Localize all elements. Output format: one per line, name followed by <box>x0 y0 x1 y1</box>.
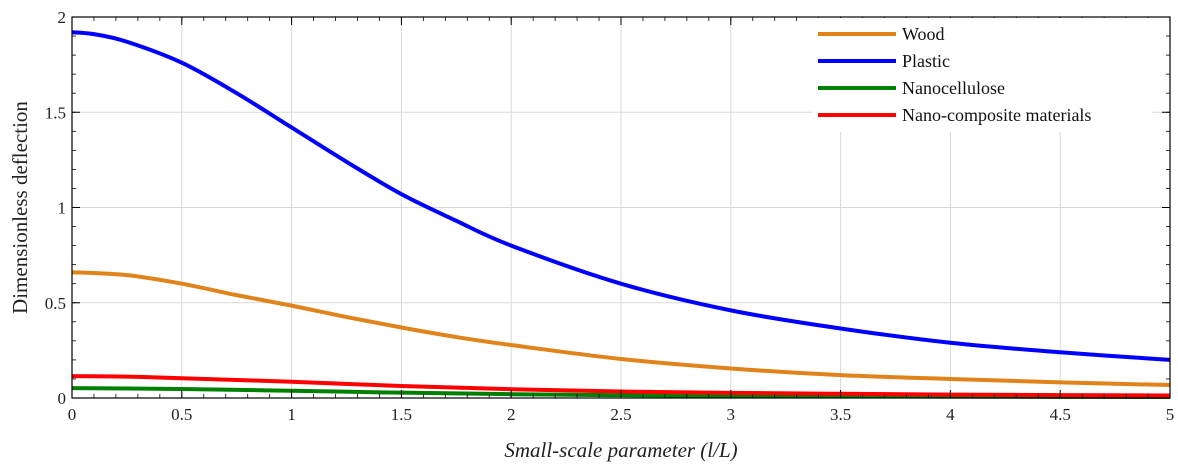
y-tick-label: 1 <box>58 199 67 218</box>
x-tick-label: 4 <box>946 405 955 424</box>
x-tick-label: 4.5 <box>1050 405 1071 424</box>
series-line-wood <box>71 270 1171 388</box>
y-axis-title: Dimensionless deflection <box>8 101 32 314</box>
x-tick-label: 1 <box>287 405 296 424</box>
legend-label-nanocellulose: Nanocellulose <box>902 78 1005 98</box>
y-tick-label: 0.5 <box>45 294 66 313</box>
legend-label-nano-composite-materials: Nano-composite materials <box>902 105 1091 125</box>
x-tick-label: 2 <box>507 405 516 424</box>
x-tick-label: 1.5 <box>391 405 412 424</box>
x-tick-label: 2.5 <box>610 405 631 424</box>
y-tick-label: 2 <box>58 8 67 27</box>
legend: Wood Plastic Nanocellulose Nano-composite m… <box>812 18 1152 132</box>
y-tick-label: 1.5 <box>45 103 66 122</box>
legend-label-wood: Wood <box>902 24 945 44</box>
series-line-plastic <box>71 30 1171 362</box>
x-tick-label: 3.5 <box>830 405 851 424</box>
x-tick-label: 3 <box>727 405 736 424</box>
ticks: 0 0.5 1 1.5 2 2.5 3 3.5 4 4.5 5 0 0.5 1 1.5 2 <box>45 8 1175 424</box>
x-tick-label: 5 <box>1166 405 1175 424</box>
x-tick-label: 0.5 <box>171 405 192 424</box>
legend-label-plastic: Plastic <box>902 51 950 71</box>
y-tick-label: 0 <box>58 389 67 408</box>
x-tick-label: 0 <box>68 405 77 424</box>
x-axis-title: Small-scale parameter (l/L) <box>504 438 737 462</box>
